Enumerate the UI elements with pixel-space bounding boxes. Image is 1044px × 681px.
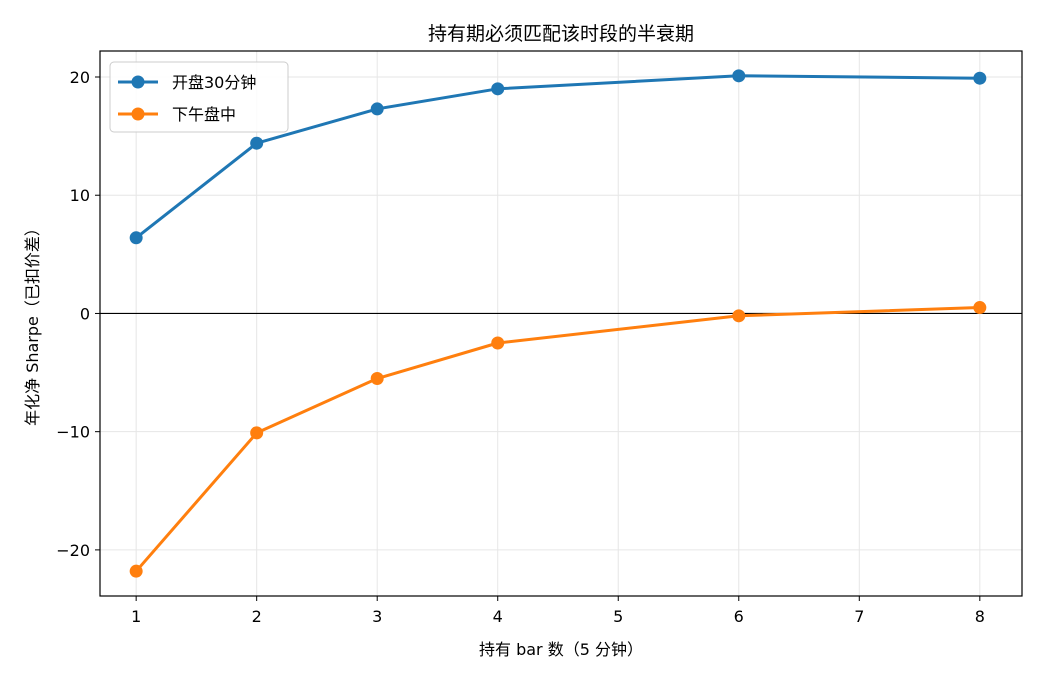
data-point bbox=[250, 426, 264, 440]
x-tick-label: 1 bbox=[131, 607, 141, 626]
y-tick-label: 10 bbox=[70, 186, 90, 205]
data-point bbox=[491, 336, 505, 350]
y-tick-label: −10 bbox=[56, 423, 90, 442]
x-tick-label: 4 bbox=[493, 607, 503, 626]
series bbox=[129, 69, 987, 578]
legend-marker bbox=[131, 107, 145, 121]
series-1 bbox=[129, 69, 987, 245]
y-tick-label: 0 bbox=[80, 304, 90, 323]
y-axis-label: 年化净 Sharpe（已扣价差） bbox=[23, 220, 42, 426]
legend-label: 下午盘中 bbox=[172, 105, 236, 124]
x-axis-label: 持有 bar 数（5 分钟） bbox=[479, 640, 643, 659]
data-point bbox=[732, 69, 746, 83]
series-line bbox=[134, 306, 982, 573]
x-tick-label: 6 bbox=[734, 607, 744, 626]
data-point bbox=[973, 301, 987, 315]
x-tick-label: 2 bbox=[252, 607, 262, 626]
data-point bbox=[129, 564, 143, 578]
plot-area-frame bbox=[99, 50, 1023, 597]
data-point bbox=[370, 102, 384, 116]
y-tick-label: 20 bbox=[70, 68, 90, 87]
axis-ticks: 1 2 3 4 5 6 7 8 −20 −10 0 10 20 bbox=[56, 68, 985, 626]
x-tick-label: 7 bbox=[854, 607, 864, 626]
data-point bbox=[129, 231, 143, 245]
series-2 bbox=[129, 301, 987, 578]
legend-label: 开盘30分钟 bbox=[172, 73, 256, 92]
series-line bbox=[134, 74, 982, 240]
x-tick-label: 5 bbox=[613, 607, 623, 626]
y-tick-label: −20 bbox=[56, 541, 90, 560]
chart-title: 持有期必须匹配该时段的半衰期 bbox=[428, 23, 694, 45]
data-point bbox=[732, 309, 746, 323]
x-tick-label: 3 bbox=[372, 607, 382, 626]
data-point bbox=[250, 136, 264, 150]
legend-marker bbox=[131, 75, 145, 89]
data-point bbox=[491, 82, 505, 96]
data-point bbox=[973, 71, 987, 85]
data-point bbox=[370, 371, 384, 385]
x-tick-label: 8 bbox=[975, 607, 985, 626]
